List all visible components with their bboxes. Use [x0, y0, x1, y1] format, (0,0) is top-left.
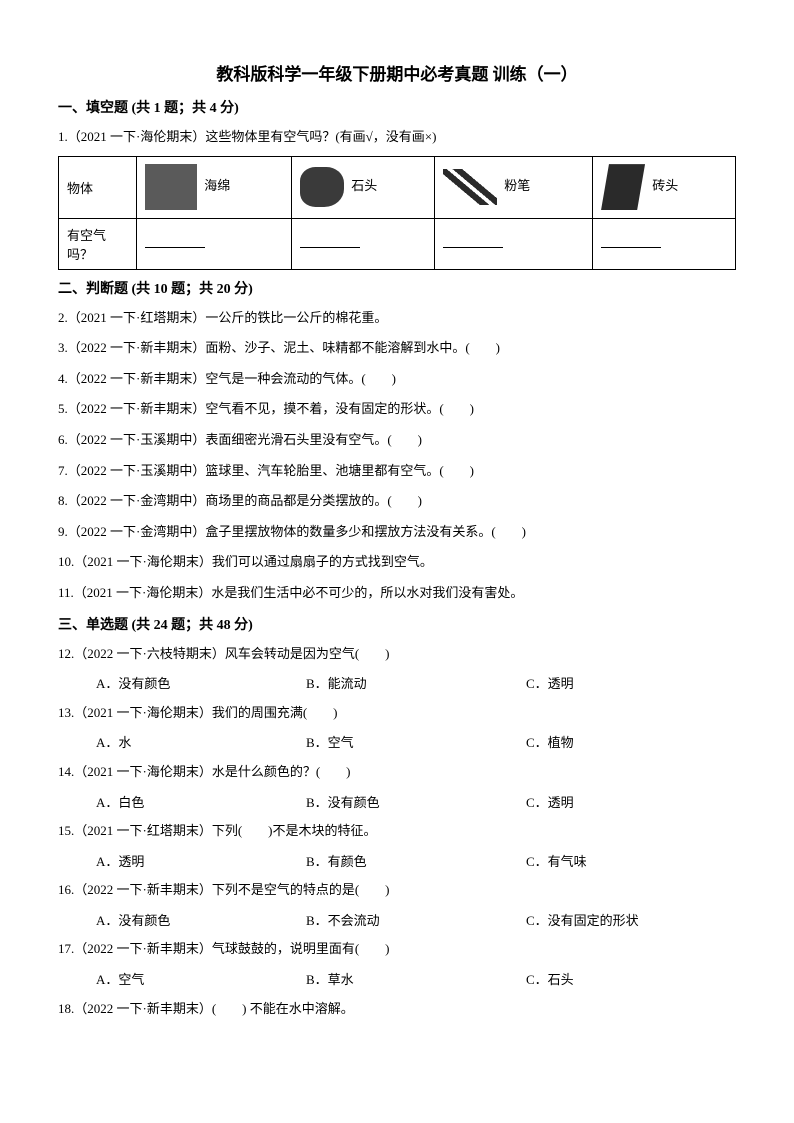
judgment-question: 4.（2022 一下·新丰期末）空气是一种会流动的气体。( ) — [58, 365, 736, 394]
cell-stone: 石头 — [292, 156, 435, 218]
mc-question-stem: 14.（2021 一下·海伦期末）水是什么颜色的？( ) — [58, 758, 736, 787]
mc-option: C．植物 — [526, 729, 736, 758]
answer-cell — [292, 218, 435, 269]
chalk-label: 粉笔 — [504, 178, 530, 193]
mc-option: B．有颜色 — [306, 848, 526, 877]
mc-option: A．透明 — [96, 848, 306, 877]
cell-brick: 砖头 — [593, 156, 736, 218]
mc-option: C．石头 — [526, 966, 736, 995]
cell-sponge: 海绵 — [137, 156, 292, 218]
judgment-question: 6.（2022 一下·玉溪期中）表面细密光滑石头里没有空气。( ) — [58, 426, 736, 455]
mc-options-row: A．空气B．草水C．石头 — [58, 966, 736, 995]
mc-options-row: A．透明B．有颜色C．有气味 — [58, 848, 736, 877]
worksheet-title: 教科版科学一年级下册期中必考真题 训练（一） — [58, 60, 736, 85]
table-header-row: 物体 海绵 石头 粉笔 砖头 — [59, 156, 736, 218]
mc-option: A．水 — [96, 729, 306, 758]
section-3-header: 三、单选题 (共 24 题；共 48 分) — [58, 614, 736, 634]
mc-option: B．不会流动 — [306, 907, 526, 936]
mc-question-stem: 18.（2022 一下·新丰期末）( ) 不能在水中溶解。 — [58, 995, 736, 1024]
mc-option: C．有气味 — [526, 848, 736, 877]
mc-option: B．没有颜色 — [306, 789, 526, 818]
mc-option: B．草水 — [306, 966, 526, 995]
chalk-icon — [443, 169, 497, 205]
mc-option: B．能流动 — [306, 670, 526, 699]
material-table: 物体 海绵 石头 粉笔 砖头 有空气吗？ — [58, 156, 736, 270]
mc-question-stem: 12.（2022 一下·六枝特期末）风车会转动是因为空气( ) — [58, 640, 736, 669]
mc-options-row: A．白色B．没有颜色C．透明 — [58, 789, 736, 818]
judgment-question: 8.（2022 一下·金湾期中）商场里的商品都是分类摆放的。( ) — [58, 487, 736, 516]
mc-options-row: A．没有颜色B．能流动C．透明 — [58, 670, 736, 699]
section-2-header: 二、判断题 (共 10 题；共 20 分) — [58, 278, 736, 298]
table-answer-row: 有空气吗？ — [59, 218, 736, 269]
mc-question-stem: 17.（2022 一下·新丰期末）气球鼓鼓的，说明里面有( ) — [58, 935, 736, 964]
judgment-question: 10.（2021 一下·海伦期末）我们可以通过扇扇子的方式找到空气。 — [58, 548, 736, 577]
mc-question-stem: 15.（2021 一下·红塔期末）下列( )不是木块的特征。 — [58, 817, 736, 846]
brick-icon — [601, 164, 645, 210]
blank-line — [145, 236, 205, 248]
sponge-icon — [145, 164, 197, 210]
mc-option: A．白色 — [96, 789, 306, 818]
mc-question-stem: 16.（2022 一下·新丰期末）下列不是空气的特点的是( ) — [58, 876, 736, 905]
stone-icon — [300, 167, 344, 207]
judgment-question: 9.（2022 一下·金湾期中）盒子里摆放物体的数量多少和摆放方法没有关系。( … — [58, 518, 736, 547]
judgment-question: 7.（2022 一下·玉溪期中）篮球里、汽车轮胎里、池塘里都有空气。( ) — [58, 457, 736, 486]
mc-option: A．没有颜色 — [96, 670, 306, 699]
judgment-question: 11.（2021 一下·海伦期末）水是我们生活中必不可少的，所以水对我们没有害处… — [58, 579, 736, 608]
question-1: 1.（2021 一下·海伦期末）这些物体里有空气吗？(有画√，没有画×) — [58, 123, 736, 152]
answer-cell — [434, 218, 592, 269]
stone-label: 石头 — [351, 178, 377, 193]
brick-label: 砖头 — [652, 178, 678, 193]
mc-option: C．没有固定的形状 — [526, 907, 736, 936]
mc-question-stem: 13.（2021 一下·海伦期末）我们的周围充满( ) — [58, 699, 736, 728]
mc-option: C．透明 — [526, 670, 736, 699]
blank-line — [443, 236, 503, 248]
blank-line — [601, 236, 661, 248]
mc-option: C．透明 — [526, 789, 736, 818]
mc-option: B．空气 — [306, 729, 526, 758]
mc-option: A．空气 — [96, 966, 306, 995]
answer-cell — [137, 218, 292, 269]
row1-label: 物体 — [59, 156, 137, 218]
mc-options-row: A．水B．空气C．植物 — [58, 729, 736, 758]
mc-option: A．没有颜色 — [96, 907, 306, 936]
section-1-header: 一、填空题 (共 1 题；共 4 分) — [58, 97, 736, 117]
row2-label: 有空气吗？ — [59, 218, 137, 269]
mc-options-row: A．没有颜色B．不会流动C．没有固定的形状 — [58, 907, 736, 936]
judgment-question: 2.（2021 一下·红塔期末）一公斤的铁比一公斤的棉花重。 — [58, 304, 736, 333]
judgment-question: 5.（2022 一下·新丰期末）空气看不见，摸不着，没有固定的形状。( ) — [58, 395, 736, 424]
cell-chalk: 粉笔 — [434, 156, 592, 218]
blank-line — [300, 236, 360, 248]
answer-cell — [593, 218, 736, 269]
judgment-question: 3.（2022 一下·新丰期末）面粉、沙子、泥土、味精都不能溶解到水中。( ) — [58, 334, 736, 363]
sponge-label: 海绵 — [204, 178, 230, 193]
